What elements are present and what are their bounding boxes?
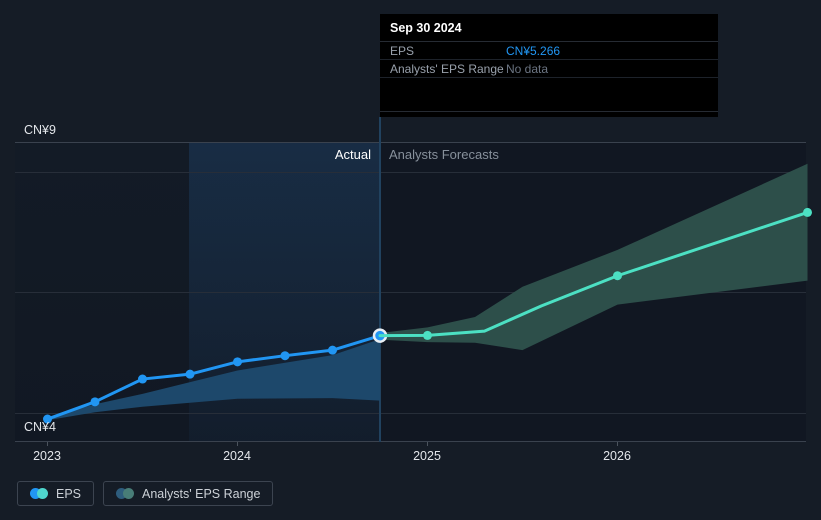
plot-top-border (15, 142, 806, 143)
gridline (15, 292, 806, 293)
data-point[interactable] (328, 345, 337, 355)
legend-eps-label: EPS (56, 486, 82, 501)
gridline (15, 413, 806, 414)
x-axis-label-2024: 2024 (223, 449, 251, 463)
tooltip-range-label: Analysts' EPS Range (390, 61, 504, 76)
data-point[interactable] (423, 330, 432, 340)
data-point[interactable] (138, 374, 147, 384)
data-point[interactable] (803, 207, 812, 217)
analysts-range-forecast-band (380, 163, 808, 351)
data-point[interactable] (185, 369, 195, 379)
range-legend-dots-icon (116, 488, 135, 499)
x-axis-label-2025: 2025 (413, 449, 441, 463)
actual-forecast-divider (379, 117, 381, 442)
forecast-section-label: Analysts Forecasts (389, 147, 499, 162)
gridline (15, 172, 806, 173)
analysts-range-actual-band (47, 339, 380, 421)
x-axis-tick (237, 442, 238, 446)
data-point[interactable] (43, 414, 52, 424)
actual-section-label: Actual (334, 147, 371, 162)
x-axis-line (15, 441, 806, 442)
data-point[interactable] (613, 271, 622, 281)
tooltip-row-range: Analysts' EPS Range No data (380, 60, 718, 78)
eps-forecast-line (378, 210, 809, 338)
x-axis-label-2026: 2026 (603, 449, 631, 463)
x-axis-tick (427, 442, 428, 446)
eps-actual-line (46, 334, 382, 421)
tooltip-bottom-rule (380, 111, 718, 112)
hover-tooltip: Sep 30 2024 EPS CN¥5.266 Analysts' EPS R… (380, 14, 718, 117)
tooltip-date: Sep 30 2024 (380, 14, 718, 42)
legend-range-button[interactable]: Analysts' EPS Range (103, 481, 274, 506)
legend: EPS Analysts' EPS Range (17, 481, 274, 506)
x-axis-label-2023: 2023 (33, 449, 61, 463)
y-axis-max-label: CN¥9 (24, 123, 56, 137)
y-axis-min-label: CN¥4 (24, 420, 56, 434)
legend-eps-button[interactable]: EPS (17, 481, 95, 506)
tooltip-row-eps: EPS CN¥5.266 (380, 42, 718, 60)
legend-range-label: Analysts' EPS Range (142, 486, 261, 501)
tooltip-range-value: No data (506, 61, 549, 76)
data-point[interactable] (90, 397, 100, 407)
data-point[interactable] (233, 357, 242, 367)
x-axis-tick (617, 442, 618, 446)
tooltip-eps-value: CN¥5.266 (506, 43, 561, 58)
eps-legend-dots-icon (30, 488, 48, 499)
data-point[interactable] (280, 351, 290, 361)
x-axis-tick (47, 442, 48, 446)
tooltip-eps-label: EPS (390, 43, 415, 58)
